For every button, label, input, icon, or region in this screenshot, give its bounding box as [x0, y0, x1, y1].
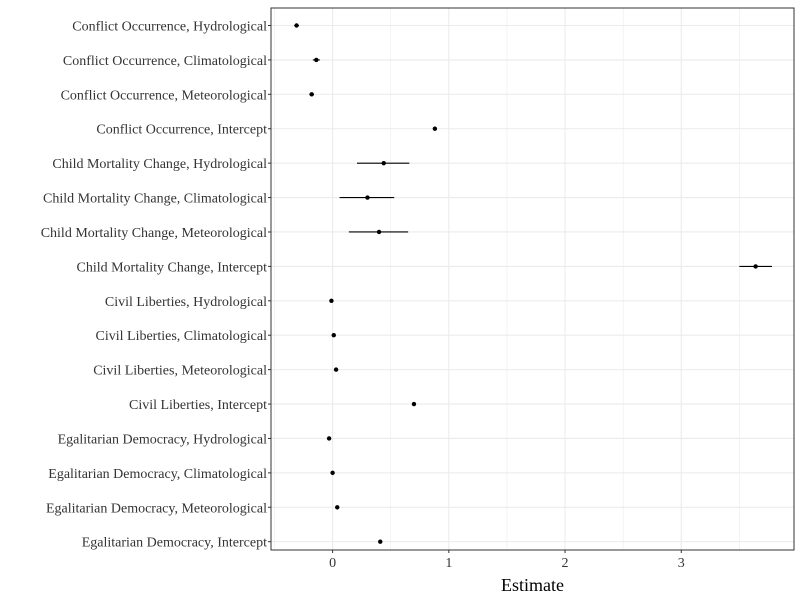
x-axis-ticks: 0 1 2 3 [329, 550, 685, 571]
x-axis-tick-label: 3 [678, 556, 685, 571]
estimate-point [333, 367, 339, 372]
y-axis-label: Conflict Occurrence, Meteorological [61, 88, 268, 103]
y-axis-ticks [268, 25, 271, 543]
estimate-point [381, 160, 386, 166]
estimate-point [378, 539, 383, 544]
estimate-point [309, 92, 314, 97]
estimate-point [411, 401, 417, 407]
y-axis-label: Conflict Occurrence, Hydrological [72, 20, 267, 35]
estimate-point [330, 470, 335, 476]
estimate-point [432, 126, 438, 131]
estimate-point [314, 57, 319, 63]
x-axis-title: Estimate [501, 575, 564, 595]
estimate-point [376, 229, 382, 235]
estimate-point [326, 436, 332, 441]
estimate-point [335, 505, 340, 510]
estimate-point [331, 333, 336, 338]
y-axis-label: Egalitarian Democracy, Meteorological [46, 501, 267, 516]
y-axis-label: Egalitarian Democracy, Intercept [82, 536, 267, 551]
y-axis-label: Child Mortality Change, Hydrological [52, 157, 267, 172]
x-axis-tick-label: 1 [445, 556, 452, 571]
y-axis-label: Civil Liberties, Meteorological [93, 364, 267, 379]
y-axis-labels: Conflict Occurrence, Hydrological Conflic… [41, 20, 267, 551]
estimate-point [294, 23, 299, 28]
y-axis-label: Civil Liberties, Intercept [129, 398, 267, 413]
y-axis-label: Civil Liberties, Hydrological [105, 295, 267, 310]
estimate-point [753, 264, 758, 269]
y-axis-label: Conflict Occurrence, Climatological [63, 54, 267, 69]
y-axis-label: Egalitarian Democracy, Climatological [48, 467, 267, 482]
y-axis-label: Conflict Occurrence, Intercept [96, 123, 267, 138]
y-axis-label: Civil Liberties, Climatological [96, 329, 268, 344]
x-axis-tick-label: 0 [329, 556, 336, 571]
y-axis-label: Egalitarian Democracy, Hydrological [58, 432, 268, 447]
y-axis-label: Child Mortality Change, Intercept [76, 260, 267, 275]
estimate-point [365, 195, 370, 200]
y-axis-label: Child Mortality Change, Climatological [43, 192, 267, 207]
y-axis-label: Child Mortality Change, Meteorological [41, 226, 267, 241]
estimate-points [294, 23, 758, 544]
panel-border [270, 7, 795, 551]
error-bars [294, 24, 772, 543]
estimate-point [329, 298, 334, 304]
grid-lines [271, 8, 794, 550]
x-axis-tick-label: 2 [562, 556, 569, 571]
